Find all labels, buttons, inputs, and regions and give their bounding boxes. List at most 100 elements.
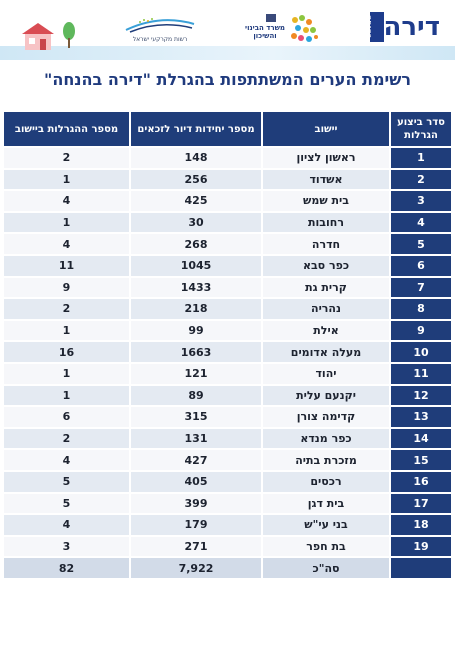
row-units-cell: 148 <box>131 148 261 168</box>
row-lotteries-cell: 1 <box>4 385 129 406</box>
header-order: סדר ביצוע הגרלות <box>391 112 451 146</box>
row-city-cell: רחובות <box>263 212 389 233</box>
row-lotteries-cell: 3 <box>4 536 129 557</box>
row-city-cell: יקנעם עלית <box>263 385 389 406</box>
table-row: 8 נהריה 218 2 <box>4 299 451 319</box>
ministry-of-construction-logo: משרד הבינוי והשיכון <box>240 10 320 48</box>
row-order-cell: 12 <box>391 385 451 406</box>
row-lotteries-cell: 6 <box>4 407 129 427</box>
row-units-cell: 256 <box>131 169 261 190</box>
table-row: 2 אשדוד 256 1 <box>4 169 451 190</box>
row-units-cell: 121 <box>131 363 261 384</box>
table-body: 1 ראשון לציון 148 2 2 אשדוד 256 1 3 בית שמש 425 4 4 ר… <box>4 148 451 578</box>
row-city-cell: בני עי"ש <box>263 515 389 535</box>
table-row: 5 חדרה 268 4 <box>4 234 451 254</box>
table-row: 15 מזכרת בתיה 427 4 <box>4 450 451 470</box>
lottery-cities-table: סדר ביצוע הגרלות יישוב מספר יחידות דיור … <box>2 110 453 580</box>
row-city-cell: כפר סבא <box>263 255 389 276</box>
row-lotteries-cell: 1 <box>4 212 129 233</box>
table-row: 18 בני עי"ש 179 4 <box>4 515 451 535</box>
row-lotteries-cell: 1 <box>4 169 129 190</box>
row-city-cell: נהריה <box>263 299 389 319</box>
row-city-cell: בית שמש <box>263 191 389 211</box>
header-units: מספר יחידות דיור לזכאים <box>131 112 261 146</box>
dira-behanaha-logo: דירה בהנחה <box>365 12 443 42</box>
table-total-row: סה"כ 7,922 82 <box>4 558 451 578</box>
row-city-cell: מעלה אדומים <box>263 342 389 362</box>
row-order-cell: 18 <box>391 515 451 535</box>
table-row: 4 רחובות 30 1 <box>4 212 451 233</box>
row-city-cell: בת חפר <box>263 536 389 557</box>
row-units-cell: 427 <box>131 450 261 470</box>
total-label-cell: סה"כ <box>263 558 389 578</box>
row-lotteries-cell: 4 <box>4 450 129 470</box>
house-icon <box>22 23 54 50</box>
table-row: 14 כפר מנדא 131 2 <box>4 428 451 449</box>
row-units-cell: 315 <box>131 407 261 427</box>
table-row: 10 מעלה אדומים 1663 16 <box>4 342 451 362</box>
israel-land-authority-logo: רשות מקרקעי ישראל <box>120 12 200 46</box>
ministry-emblem-icon <box>266 14 318 42</box>
row-order-cell: 15 <box>391 450 451 470</box>
row-lotteries-cell: 4 <box>4 191 129 211</box>
row-order-cell: 8 <box>391 299 451 319</box>
row-units-cell: 218 <box>131 299 261 319</box>
table-row: 11 יהוד 121 1 <box>4 363 451 384</box>
row-lotteries-cell: 16 <box>4 342 129 362</box>
row-units-cell: 1433 <box>131 277 261 298</box>
row-lotteries-cell: 5 <box>4 493 129 514</box>
table-row: 3 בית שמש 425 4 <box>4 191 451 211</box>
table-row: 19 בת חפר 271 3 <box>4 536 451 557</box>
row-lotteries-cell: 1 <box>4 363 129 384</box>
table-row: 1 ראשון לציון 148 2 <box>4 148 451 168</box>
row-city-cell: ראשון לציון <box>263 148 389 168</box>
row-city-cell: מזכרת בתיה <box>263 450 389 470</box>
row-lotteries-cell: 5 <box>4 471 129 492</box>
row-units-cell: 399 <box>131 493 261 514</box>
ministry-logo-text: משרד הבינוי והשיכון <box>245 24 285 40</box>
row-city-cell: יהוד <box>263 363 389 384</box>
row-units-cell: 425 <box>131 191 261 211</box>
row-lotteries-cell: 9 <box>4 277 129 298</box>
table-header-row: סדר ביצוע הגרלות יישוב מספר יחידות דיור … <box>4 112 451 146</box>
row-order-cell: 10 <box>391 342 451 362</box>
row-units-cell: 99 <box>131 320 261 341</box>
row-units-cell: 89 <box>131 385 261 406</box>
row-units-cell: 1663 <box>131 342 261 362</box>
dira-logo-text: דירה <box>383 12 440 42</box>
header-bar: דירה בהנחה משרד הבינוי והשיכון רשות מקרק… <box>0 0 455 60</box>
row-order-cell: 4 <box>391 212 451 233</box>
row-lotteries-cell: 2 <box>4 148 129 168</box>
row-order-cell: 1 <box>391 148 451 168</box>
total-lotteries-cell: 82 <box>4 558 129 578</box>
row-city-cell: בית דגן <box>263 493 389 514</box>
total-order-cell <box>391 558 451 578</box>
row-order-cell: 9 <box>391 320 451 341</box>
row-order-cell: 19 <box>391 536 451 557</box>
row-city-cell: אשדוד <box>263 169 389 190</box>
header-city: יישוב <box>263 112 389 146</box>
table-row: 17 בית דגן 399 5 <box>4 493 451 514</box>
row-order-cell: 3 <box>391 191 451 211</box>
row-units-cell: 405 <box>131 471 261 492</box>
rmi-emblem-icon <box>125 18 195 33</box>
row-lotteries-cell: 4 <box>4 234 129 254</box>
row-units-cell: 131 <box>131 428 261 449</box>
table-row: 6 כפר סבא 1045 11 <box>4 255 451 276</box>
row-order-cell: 13 <box>391 407 451 427</box>
tree-icon <box>63 22 75 48</box>
row-lotteries-cell: 2 <box>4 299 129 319</box>
table-row: 9 אילת 99 1 <box>4 320 451 341</box>
row-units-cell: 30 <box>131 212 261 233</box>
table-row: 13 קדימה צורן 315 6 <box>4 407 451 427</box>
row-city-cell: קרית גת <box>263 277 389 298</box>
dira-logo-badge: בהנחה <box>365 12 384 42</box>
row-lotteries-cell: 11 <box>4 255 129 276</box>
row-city-cell: חדרה <box>263 234 389 254</box>
total-units-cell: 7,922 <box>131 558 261 578</box>
row-lotteries-cell: 1 <box>4 320 129 341</box>
row-city-cell: קדימה צורן <box>263 407 389 427</box>
row-units-cell: 268 <box>131 234 261 254</box>
table-row: 16 רכסים 405 5 <box>4 471 451 492</box>
row-units-cell: 179 <box>131 515 261 535</box>
